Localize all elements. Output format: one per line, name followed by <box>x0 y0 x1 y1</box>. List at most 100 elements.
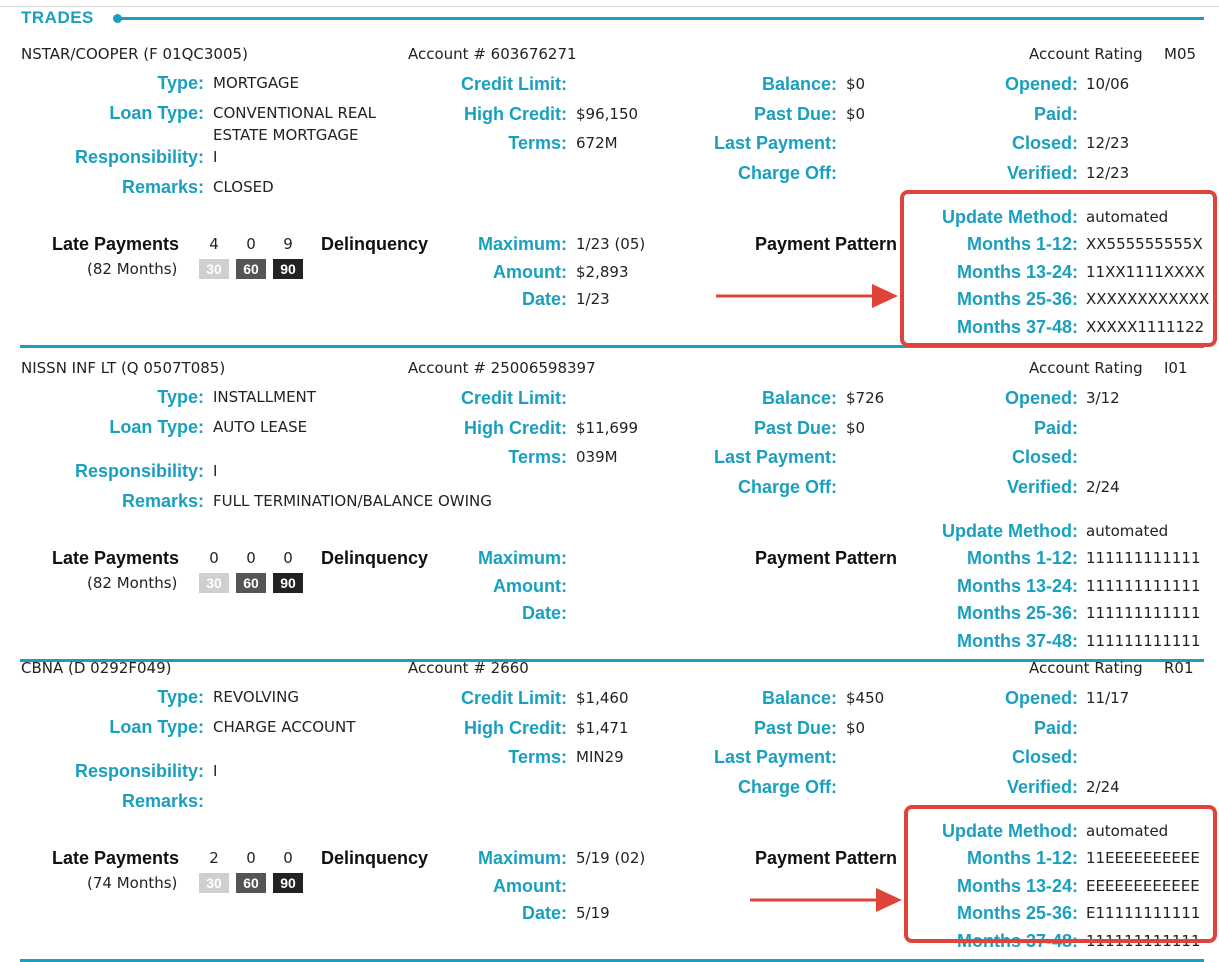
trade-divider <box>20 345 1204 348</box>
balance-value: $450 <box>846 689 885 707</box>
loan-type-value: AUTO LEASE <box>213 418 308 436</box>
delinquency-date-label: Date: <box>521 289 567 309</box>
payment-pattern-label: Payment Pattern <box>755 548 898 568</box>
late-payments-months: (82 Months) <box>87 260 178 278</box>
delinquency-maximum-label: Maximum: <box>477 234 567 254</box>
paid-label: Paid: <box>1033 104 1078 124</box>
remarks-value: CLOSED <box>213 178 274 196</box>
delinquency-maximum-value: 5/19 (02) <box>576 849 646 867</box>
delinquency-amount-value: $2,893 <box>576 263 629 281</box>
last-payment-label: Last Payment: <box>713 447 837 467</box>
delinquency-date-label: Date: <box>521 903 567 923</box>
credit-limit-label: Credit Limit: <box>461 388 567 408</box>
last-payment-label: Last Payment: <box>713 133 837 153</box>
remarks-label: Remarks: <box>121 177 204 197</box>
section-title: TRADES <box>21 8 94 27</box>
type-label: Type: <box>157 73 204 93</box>
months-25-36-label: Months 25-36: <box>956 289 1078 309</box>
terms-value: 672M <box>576 134 618 152</box>
delinquency-date-value: 1/23 <box>576 290 610 308</box>
delinquency-amount-label: Amount: <box>493 876 567 896</box>
late-60-badge: 60 <box>236 259 266 279</box>
loan-type-label: Loan Type: <box>109 103 204 123</box>
section-rule <box>118 17 1204 20</box>
type-value: MORTGAGE <box>213 74 299 92</box>
late-30-badge: 30 <box>199 873 229 893</box>
balance-label: Balance: <box>761 688 837 708</box>
months-25-36-label: Months 25-36: <box>956 903 1078 923</box>
months-13-24-label: Months 13-24: <box>956 876 1078 896</box>
closed-label: Closed: <box>1011 747 1078 767</box>
balance-value: $726 <box>846 389 885 407</box>
delinquency-date-value: 5/19 <box>576 904 610 922</box>
responsibility-label: Responsibility: <box>74 761 204 781</box>
balance-value: $0 <box>846 75 866 93</box>
past-due-value: $0 <box>846 105 866 123</box>
account-rating-value: I01 <box>1164 359 1188 377</box>
late-30-count: 0 <box>209 549 219 567</box>
delinquency-label: Delinquency <box>321 234 429 254</box>
top-divider <box>0 6 1219 7</box>
verified-value: 12/23 <box>1086 164 1130 182</box>
months-25-36-value: E11111111111 <box>1086 904 1201 922</box>
late-60-count: 0 <box>246 235 256 253</box>
months-1-12-label: Months 1-12: <box>966 234 1078 254</box>
terms-label: Terms: <box>508 133 567 153</box>
months-13-24-value: 11XX1111XXXX <box>1086 263 1205 281</box>
high-credit-label: High Credit: <box>464 418 567 438</box>
highlight-box <box>900 190 1217 347</box>
type-label: Type: <box>157 387 204 407</box>
months-13-24-label: Months 13-24: <box>956 262 1078 282</box>
remarks-label: Remarks: <box>121 791 204 811</box>
months-13-24-value: 111111111111 <box>1086 577 1201 595</box>
months-25-36-label: Months 25-36: <box>956 603 1078 623</box>
months-1-12-value: XX555555555X <box>1086 235 1203 253</box>
delinquency-amount-label: Amount: <box>493 576 567 596</box>
type-label: Type: <box>157 687 204 707</box>
balance-label: Balance: <box>761 388 837 408</box>
account-rating-label: Account Rating <box>1029 359 1143 377</box>
months-1-12-value: 111111111111 <box>1086 549 1201 567</box>
late-90-badge: 90 <box>273 873 303 893</box>
past-due-value: $0 <box>846 719 866 737</box>
account-number: Account # 2660 <box>408 659 529 677</box>
closed-label: Closed: <box>1011 133 1078 153</box>
late-90-count: 0 <box>283 849 293 867</box>
opened-label: Opened: <box>1004 688 1078 708</box>
loan-type-value: CHARGE ACCOUNT <box>213 718 356 736</box>
high-credit-value: $1,471 <box>576 719 629 737</box>
late-payments-label: Late Payments <box>52 234 180 254</box>
late-30-count: 2 <box>209 849 219 867</box>
delinquency-maximum-label: Maximum: <box>477 548 567 568</box>
terms-label: Terms: <box>508 447 567 467</box>
balance-label: Balance: <box>761 74 837 94</box>
loan-type-value-line2: ESTATE MORTGAGE <box>213 126 359 144</box>
months-37-48-label: Months 37-48: <box>956 317 1078 337</box>
late-90-count: 0 <box>283 549 293 567</box>
account-rating-value: R01 <box>1164 659 1194 677</box>
loan-type-label: Loan Type: <box>109 417 204 437</box>
responsibility-label: Responsibility: <box>74 461 204 481</box>
remarks-value: FULL TERMINATION/BALANCE OWING <box>213 492 492 510</box>
months-1-12-label: Months 1-12: <box>966 848 1078 868</box>
trade-divider <box>20 659 1204 662</box>
late-30-badge: 30 <box>199 573 229 593</box>
months-37-48-value: XXXXX1111122 <box>1086 318 1205 336</box>
opened-value: 3/12 <box>1086 389 1120 407</box>
delinquency-amount-label: Amount: <box>493 262 567 282</box>
account-rating-value: M05 <box>1164 45 1197 63</box>
update-method-value: automated <box>1086 822 1169 840</box>
opened-label: Opened: <box>1004 74 1078 94</box>
months-25-36-value: 111111111111 <box>1086 604 1201 622</box>
update-method-value: automated <box>1086 208 1169 226</box>
update-method-value: automated <box>1086 522 1169 540</box>
charge-off-label: Charge Off: <box>738 777 837 797</box>
charge-off-label: Charge Off: <box>738 163 837 183</box>
delinquency-maximum-label: Maximum: <box>477 848 567 868</box>
months-1-12-label: Months 1-12: <box>966 548 1078 568</box>
opened-value: 11/17 <box>1086 689 1130 707</box>
account-rating-label: Account Rating <box>1029 45 1143 63</box>
closed-value: 12/23 <box>1086 134 1130 152</box>
late-payments-months: (74 Months) <box>87 874 178 892</box>
highlight-box <box>904 805 1217 943</box>
